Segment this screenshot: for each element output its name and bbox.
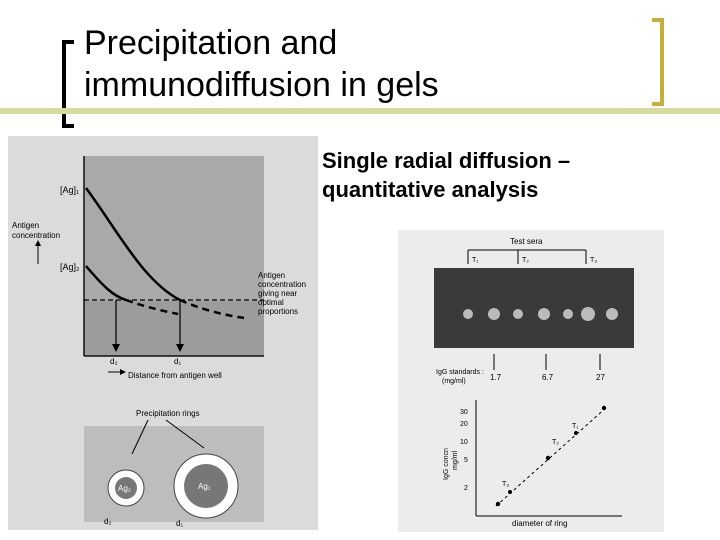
y-tick-10: 10 <box>460 439 468 446</box>
y-axis-label-1: Antigen <box>12 221 39 230</box>
gel-well-1 <box>463 309 473 319</box>
d1-label: d₁ <box>174 357 181 366</box>
ag2-label: [Ag]₂ <box>60 262 80 272</box>
standard-curve-line <box>495 405 609 507</box>
ring-d1-label: d₁ <box>176 519 183 528</box>
y-axis-label-2: concentration <box>12 231 60 240</box>
gel-well-3 <box>513 309 523 319</box>
curve-ag2-solid <box>85 265 127 302</box>
annotation-line-3: giving near <box>258 289 297 298</box>
test-serum-t3: T₃ <box>590 257 597 264</box>
standards-label-2: (mg/ml) <box>442 378 466 385</box>
slide-title-line-1: Precipitation and <box>84 24 338 62</box>
d2-label: d₂ <box>110 357 118 366</box>
annotation-line-4: optimal <box>258 298 284 307</box>
ring-ag2-label: Ag₂ <box>118 484 131 493</box>
ag1-label: [Ag]₁ <box>60 185 79 195</box>
standards-label-1: IgG standards : <box>436 369 484 376</box>
y-axis-arrowhead <box>35 240 41 246</box>
standard-value-2: 6.7 <box>542 373 554 382</box>
curve-point-t3 <box>508 490 512 494</box>
y-tick-5: 5 <box>464 457 468 464</box>
curve-label-t1: T₁ <box>572 423 579 430</box>
curve-label-t3: T₃ <box>502 481 509 488</box>
diffusion-graph-svg: [Ag]₁ [Ag]₂ Antigen concentration Antige… <box>12 156 306 528</box>
ring-d2-label: d₂ <box>104 517 112 526</box>
annotation-line-2: concentration <box>258 280 306 289</box>
d2-arrowhead <box>112 344 120 352</box>
curve-label-t2: T₂ <box>552 439 559 446</box>
test-sera-label: Test sera <box>510 237 543 246</box>
ring-pointer-ag1 <box>165 419 205 449</box>
gel-well-2 <box>488 308 500 320</box>
ring-pointer-ag2 <box>131 419 149 455</box>
bullet-text: Single radial diffusion – quantitative a… <box>322 146 702 204</box>
gel-well-5 <box>563 309 573 319</box>
curve-point-1 <box>495 501 501 507</box>
gel-well-7 <box>606 308 618 320</box>
rings-label: Precipitation rings <box>136 409 200 418</box>
standard-value-3: 27 <box>596 373 605 382</box>
annotation-line-1: Antigen <box>258 271 285 280</box>
ring-ag1-well <box>184 464 228 508</box>
curve-ag1-dashed <box>179 298 245 320</box>
radial-diffusion-figure: Test sera T₁ T₂ T₃ IgG standards : (mg/m… <box>398 230 664 532</box>
y-tick-2: 2 <box>464 485 468 492</box>
diffusion-graph-figure: [Ag]₁ [Ag]₂ Antigen concentration Antige… <box>8 136 318 530</box>
curve-point-2 <box>545 455 551 461</box>
curve-ag2-dashed <box>125 298 179 316</box>
y-tick-30: 30 <box>460 409 468 416</box>
standard-value-1: 1.7 <box>490 373 502 382</box>
curve-point-t1 <box>574 431 578 435</box>
slide-title-line-2: immunodiffusion in gels <box>84 66 439 104</box>
graph-lower-region <box>84 301 264 356</box>
bullet-line-1: Single radial diffusion – <box>322 148 571 173</box>
title-bracket-left <box>62 40 74 128</box>
gel-well-6 <box>581 307 595 321</box>
rings-panel <box>84 426 264 522</box>
annotation-line-5: proportions <box>258 307 298 316</box>
curve-x-axis-label: diameter of ring <box>512 519 568 528</box>
x-axis-arrowhead <box>120 369 126 375</box>
slide-title: Precipitation and immunodiffusion in gel… <box>84 22 439 106</box>
ring-ag2-well <box>115 477 137 499</box>
y-axis-label-2: mg/ml <box>452 451 459 471</box>
y-tick-20: 20 <box>460 421 468 428</box>
curve-point-3 <box>601 405 607 411</box>
test-serum-t1: T₁ <box>472 257 479 264</box>
title-underline-bar <box>0 108 720 114</box>
x-axis-label: Distance from antigen well <box>128 371 222 380</box>
d1-arrowhead <box>176 344 184 352</box>
gel-plate <box>434 268 634 348</box>
bullet-line-2: quantitative analysis <box>322 177 539 202</box>
test-serum-t2: T₂ <box>522 257 529 264</box>
y-axis-label-1: IgG concn <box>443 448 450 480</box>
gel-well-4 <box>538 308 550 320</box>
ring-ag1-label: Ag₁ <box>198 482 211 491</box>
title-bracket-right <box>652 18 664 106</box>
radial-diffusion-svg: Test sera T₁ T₂ T₃ IgG standards : (mg/m… <box>434 237 634 528</box>
curve-ag1-solid <box>84 187 181 302</box>
